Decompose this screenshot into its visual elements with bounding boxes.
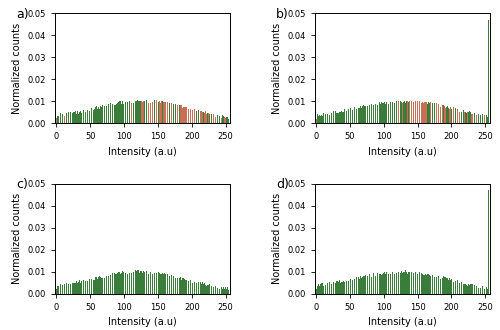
X-axis label: Intensity (a.u): Intensity (a.u) bbox=[368, 317, 436, 327]
Text: c): c) bbox=[16, 178, 28, 191]
Y-axis label: Normalized counts: Normalized counts bbox=[272, 23, 281, 114]
Y-axis label: Normalized counts: Normalized counts bbox=[272, 193, 281, 284]
Text: d): d) bbox=[276, 178, 289, 191]
Text: b): b) bbox=[276, 8, 289, 21]
X-axis label: Intensity (a.u): Intensity (a.u) bbox=[108, 147, 177, 157]
X-axis label: Intensity (a.u): Intensity (a.u) bbox=[368, 147, 436, 157]
Y-axis label: Normalized counts: Normalized counts bbox=[12, 23, 22, 114]
X-axis label: Intensity (a.u): Intensity (a.u) bbox=[108, 317, 177, 327]
Text: a): a) bbox=[16, 8, 29, 21]
Y-axis label: Normalized counts: Normalized counts bbox=[12, 193, 22, 284]
